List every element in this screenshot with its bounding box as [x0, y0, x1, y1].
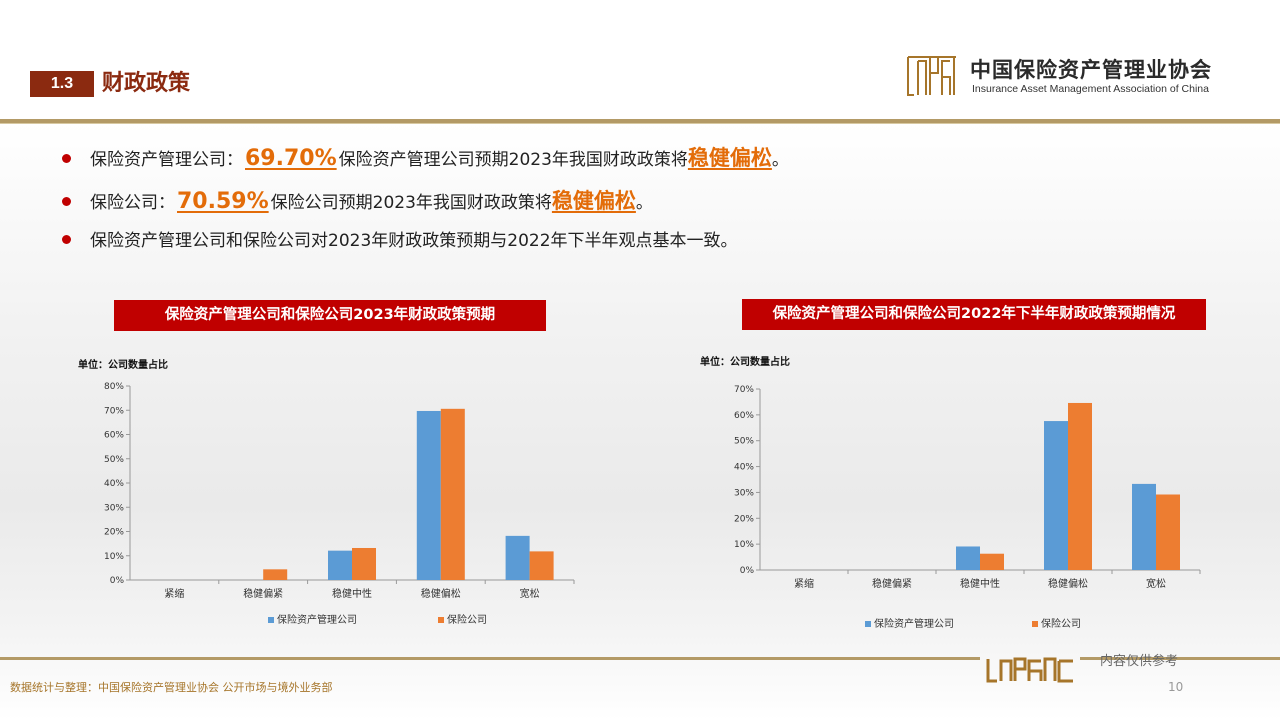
x-tick-label: 紧缩 [164, 587, 184, 600]
x-tick-label: 稳健中性 [960, 577, 1000, 590]
chart-1-title: 保险资产管理公司和保险公司2023年财政政策预期 [114, 300, 546, 331]
bar [416, 410, 441, 580]
bullet-item-1: 保险资产管理公司： 69.70% 保险资产管理公司预期2023年我国财政政策将 … [62, 142, 789, 172]
bar [1044, 421, 1068, 570]
y-tick-label: 0% [110, 576, 125, 586]
y-tick-label: 10% [734, 540, 754, 550]
bullet-dot-icon [62, 197, 71, 206]
header-divider-thin [0, 123, 1280, 124]
header-divider [0, 119, 1280, 123]
bullet-item-2: 保险公司： 70.59% 保险公司预期2023年我国财政政策将 稳健偏松 。 [62, 185, 653, 215]
legend-label: 保险公司 [1041, 617, 1081, 630]
org-name-en: Insurance Asset Management Association o… [972, 83, 1209, 95]
chart-2-title: 保险资产管理公司和保险公司2022年下半年财政政策预期情况 [742, 299, 1206, 330]
x-tick-label: 稳健偏紧 [243, 587, 283, 600]
x-tick-label: 稳健中性 [332, 587, 372, 600]
y-tick-label: 0% [740, 566, 755, 576]
bar [263, 569, 288, 580]
data-source: 数据统计与整理：中国保险资产管理业协会 公开市场与境外业务部 [10, 681, 333, 694]
bullet-suffix: 。 [635, 193, 653, 213]
y-tick-label: 50% [104, 455, 124, 465]
x-tick-label: 宽松 [520, 587, 540, 600]
page-number: 10 [1168, 680, 1184, 694]
x-tick-label: 紧缩 [794, 577, 814, 590]
y-tick-label: 70% [104, 406, 124, 416]
legend-swatch [438, 617, 444, 623]
y-tick-label: 30% [104, 503, 124, 513]
bullet-item-3: 保险资产管理公司和保险公司对2023年财政政策预期与2022年下半年观点基本一致… [62, 226, 738, 251]
y-tick-label: 40% [734, 463, 754, 473]
y-tick-label: 10% [104, 552, 124, 562]
bar [328, 550, 352, 580]
chart-2: 0% 10% 20% 30% 40% 50% 60% 70% 紧缩 稳健偏紧 稳健中性 稳健偏松 宽松保… [734, 385, 1201, 630]
bullet-dot-icon [62, 154, 71, 163]
bar [1132, 483, 1156, 570]
bullet-highlight: 70.59% [177, 189, 269, 214]
disclaimer-note: 内容仅供参考 [1100, 654, 1179, 669]
bar [956, 546, 980, 570]
y-tick-label: 20% [734, 514, 754, 524]
y-tick-label: 20% [104, 528, 124, 538]
section-title: 财政政策 [102, 71, 191, 96]
chart-1-unit-label: 单位：公司数量占比 [78, 360, 168, 371]
chart-2-unit-label: 单位：公司数量占比 [700, 357, 790, 368]
y-tick-label: 80% [104, 382, 124, 392]
iamac-logo-icon [907, 56, 956, 96]
section-number: 1.3 [30, 71, 94, 97]
bullet-text: 保险资产管理公司预期2023年我国财政政策将 [338, 150, 688, 170]
bar [1156, 494, 1180, 570]
footer-divider [0, 657, 980, 660]
chart-1: 0% 10% 20% 30% 40% 50% 60% 70% 80% 紧缩 稳健偏紧 稳健中性 稳健偏松… [104, 382, 575, 626]
bullet-emphasis: 稳健偏松 [687, 146, 772, 170]
bullet-highlight: 69.70% [245, 146, 337, 171]
legend-label: 保险公司 [447, 613, 487, 626]
legend-label: 保险资产管理公司 [874, 617, 954, 630]
y-tick-label: 60% [104, 431, 124, 441]
bullet-text: 保险公司预期2023年我国财政政策将 [270, 193, 552, 213]
bar [1068, 402, 1092, 570]
bullet-dot-icon [62, 235, 71, 244]
bullet-prefix: 保险公司： [90, 193, 175, 213]
bar [440, 408, 465, 580]
bullet-text: 保险资产管理公司和保险公司对2023年财政政策预期与2022年下半年观点基本一致… [90, 231, 738, 251]
bullet-emphasis: 稳健偏松 [551, 189, 636, 213]
bullet-prefix: 保险资产管理公司： [90, 150, 243, 170]
org-name-cn: 中国保险资产管理业协会 [970, 58, 1212, 82]
y-tick-label: 50% [734, 437, 754, 447]
y-tick-label: 30% [734, 488, 754, 498]
bar [352, 547, 376, 580]
footer-divider-right [1080, 657, 1280, 660]
bar [980, 553, 1004, 570]
legend-swatch [865, 621, 871, 627]
x-tick-label: 稳健偏松 [1048, 577, 1088, 590]
x-tick-label: 稳健偏松 [421, 587, 461, 600]
legend-swatch [268, 617, 274, 623]
bar [529, 551, 554, 580]
bar [505, 535, 530, 580]
y-tick-label: 70% [734, 385, 754, 395]
y-tick-label: 60% [734, 411, 754, 421]
iamac-footer-logo-icon [986, 657, 1073, 683]
x-tick-label: 宽松 [1146, 577, 1166, 590]
y-tick-label: 40% [104, 479, 124, 489]
legend-swatch [1032, 621, 1038, 627]
x-tick-label: 稳健偏紧 [872, 577, 912, 590]
bullet-suffix: 。 [771, 150, 789, 170]
legend-label: 保险资产管理公司 [277, 613, 357, 626]
